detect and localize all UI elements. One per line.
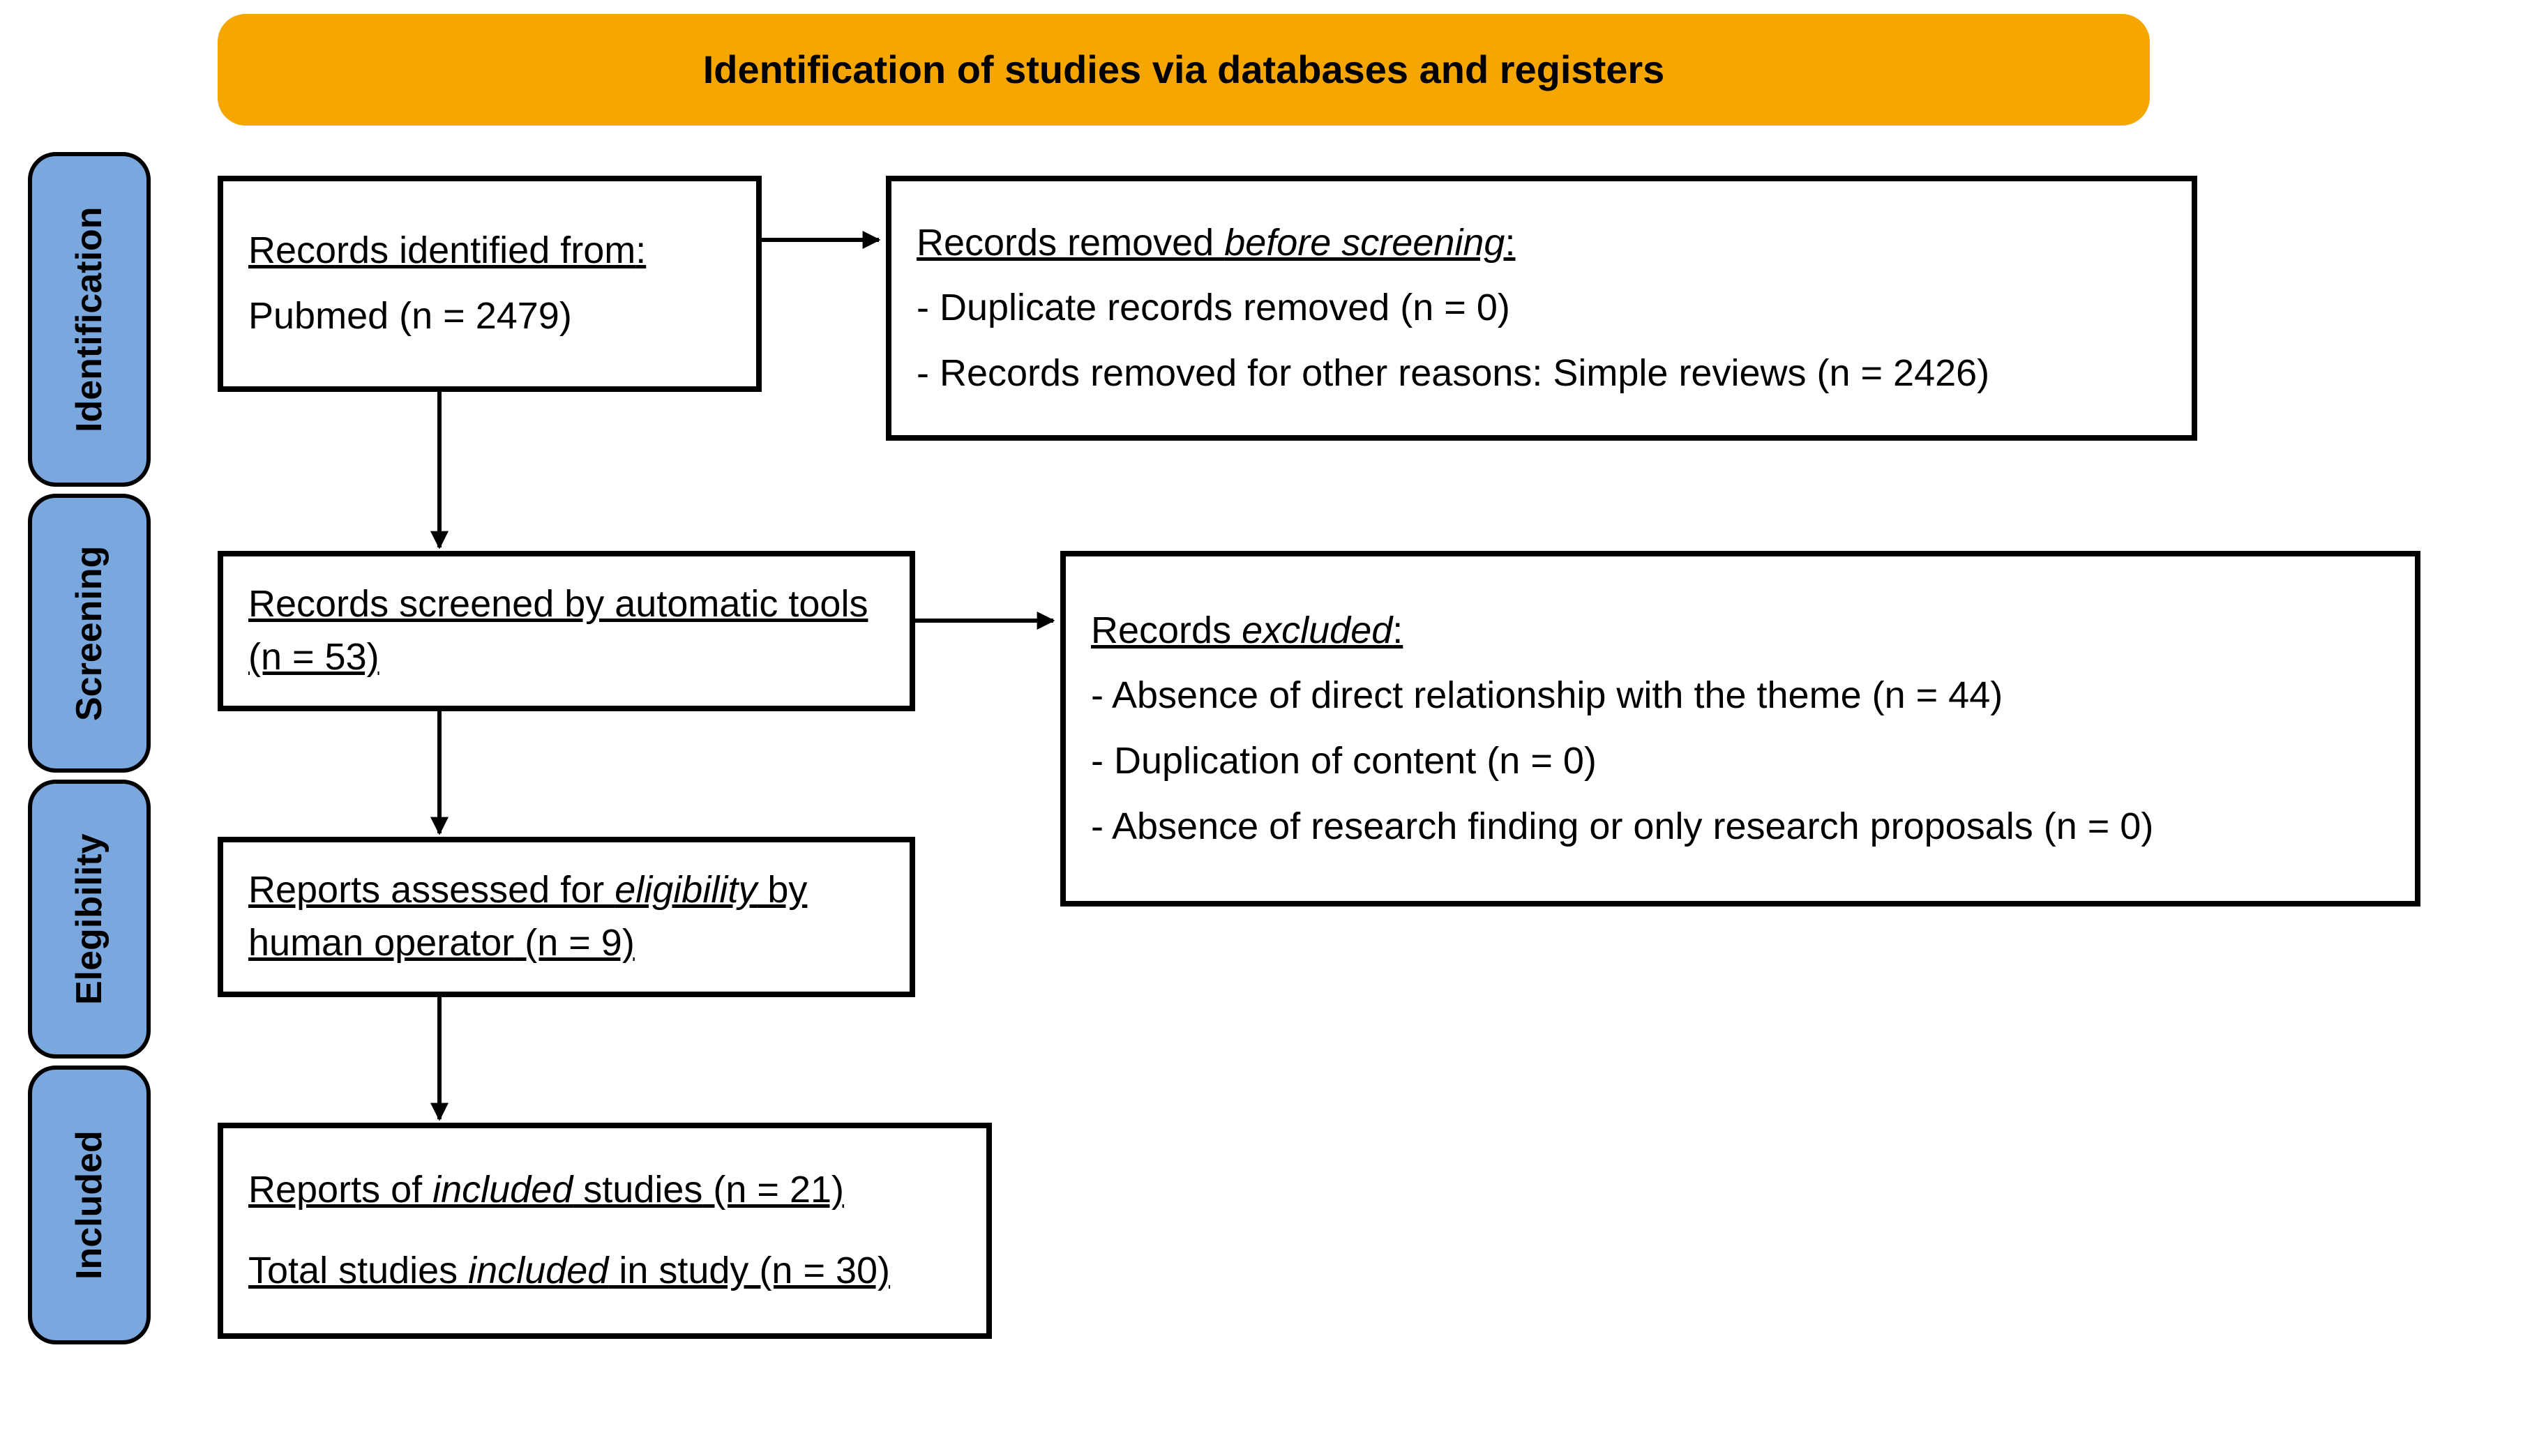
box-records_identified-line-0: Pubmed (n = 2479): [248, 290, 731, 343]
box-records_excluded-heading: Records excluded:: [1091, 605, 2390, 658]
stage-tab-included: Included: [28, 1066, 151, 1344]
box-records_excluded-line-2: - Absence of research finding or only re…: [1091, 801, 2390, 854]
box-records_excluded: Records excluded: - Absence of direct rel…: [1060, 551, 2420, 907]
box-records_removed: Records removed before screening: - Dupli…: [886, 176, 2197, 441]
box-records_screened-heading: Records screened by automatic tools (n =…: [248, 578, 884, 683]
flowchart-canvas: Identification of studies via databases …: [0, 0, 2546, 1456]
box-records_excluded-line-0: - Absence of direct relationship with th…: [1091, 669, 2390, 722]
box-reports_included-heading: Reports of included studies (n = 21): [248, 1164, 961, 1217]
title-banner: Identification of studies via databases …: [218, 14, 2150, 126]
box-records_excluded-line-1: - Duplication of content (n = 0): [1091, 735, 2390, 788]
stage-tab-elegibility: Elegibility: [28, 780, 151, 1059]
box-records_removed-line-0: - Duplicate records removed (n = 0): [917, 282, 2167, 335]
box-records_identified: Records identified from: Pubmed (n = 2479…: [218, 176, 762, 392]
box-records_removed-heading: Records removed before screening:: [917, 217, 2167, 270]
box-records_identified-heading: Records identified from:: [248, 225, 731, 278]
box-reports_included-heading-2: Total studies included in study (n = 30): [248, 1245, 961, 1298]
stage-tab-identification: Identification: [28, 152, 151, 487]
box-records_removed-line-1: - Records removed for other reasons: Sim…: [917, 347, 2167, 400]
box-reports_assessed: Reports assessed for eligibility by huma…: [218, 837, 915, 997]
box-reports_assessed-heading: Reports assessed for eligibility by huma…: [248, 864, 884, 969]
box-records_screened: Records screened by automatic tools (n =…: [218, 551, 915, 711]
box-reports_included: Reports of included studies (n = 21) Tota…: [218, 1123, 992, 1339]
stage-tab-screening: Screening: [28, 494, 151, 773]
